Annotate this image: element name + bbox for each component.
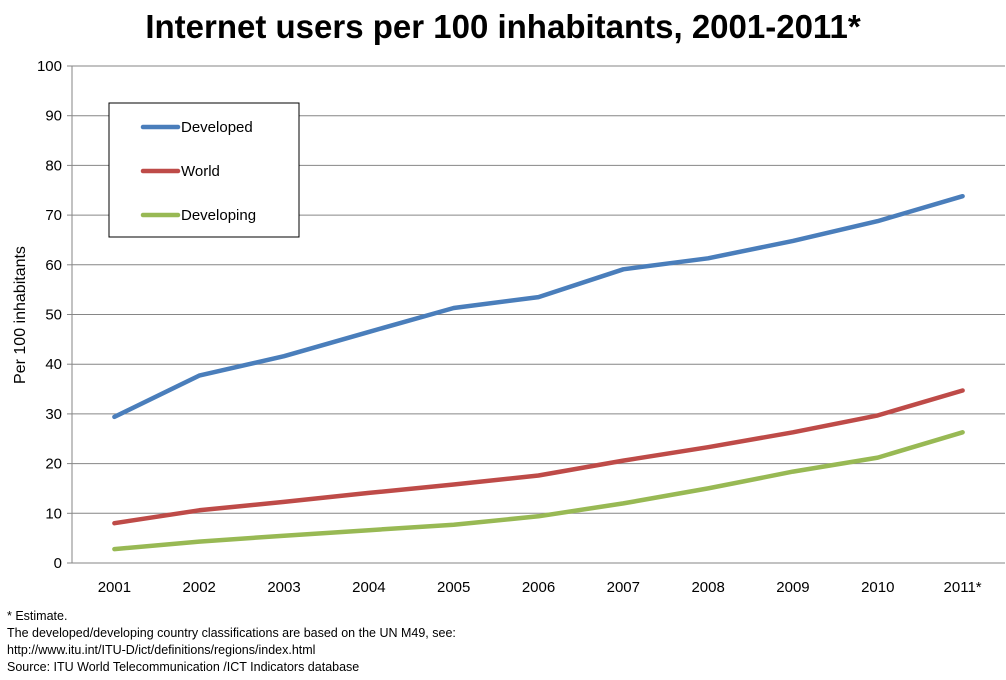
x-tick-label: 2008 [691,579,724,596]
x-tick-label: 2009 [776,579,809,596]
legend-label-developed: Developed [181,119,253,136]
footnote-classification: The developed/developing country classif… [7,626,456,640]
footnote-source: Source: ITU World Telecommunication /ICT… [7,660,360,674]
legend: Developed World Developing [108,102,300,238]
footnotes: * Estimate. The developed/developing cou… [7,608,456,676]
axes [67,65,1005,564]
y-tick-label: 100 [37,58,62,75]
x-tick-label: 2007 [607,579,640,596]
x-tick-label: 2010 [861,579,894,596]
series-line-developed [112,193,965,420]
y-tick-label: 60 [45,257,62,274]
chart-title: Internet users per 100 inhabitants, 2001… [145,8,861,45]
legend-label-developing: Developing [181,207,256,224]
y-tick-label: 50 [45,307,62,324]
x-tick-labels: 2001 2002 2003 2004 2005 2006 2007 2008 2009 2010… [98,579,982,596]
y-tick-label: 90 [45,108,62,125]
series-line-world [112,388,965,526]
y-axis-label: Per 100 inhabitants [12,246,29,384]
x-tick-label: 2002 [183,579,216,596]
y-tick-label: 20 [45,456,62,473]
y-tick-label: 40 [45,356,62,373]
series-line-developing [112,430,965,552]
footnote-url: http://www.itu.int/ITU-D/ict/definitions… [7,643,316,657]
y-tick-labels: 0 10 20 30 40 50 60 70 80 90 100 [37,58,62,572]
y-tick-label: 70 [45,207,62,224]
footnote-estimate: * Estimate. [7,609,68,623]
y-tick-label: 10 [45,505,62,522]
x-tick-label: 2011* [944,579,982,596]
y-tick-label: 0 [54,555,62,572]
x-tick-label: 2004 [352,579,385,596]
x-tick-label: 2006 [522,579,555,596]
legend-box [108,102,300,238]
y-tick-label: 80 [45,157,62,174]
legend-label-world: World [181,163,220,180]
x-tick-label: 2005 [437,579,470,596]
x-tick-label: 2003 [267,579,300,596]
series-lines [112,193,965,552]
y-tick-label: 30 [45,406,62,423]
x-tick-label: 2001 [98,579,131,596]
